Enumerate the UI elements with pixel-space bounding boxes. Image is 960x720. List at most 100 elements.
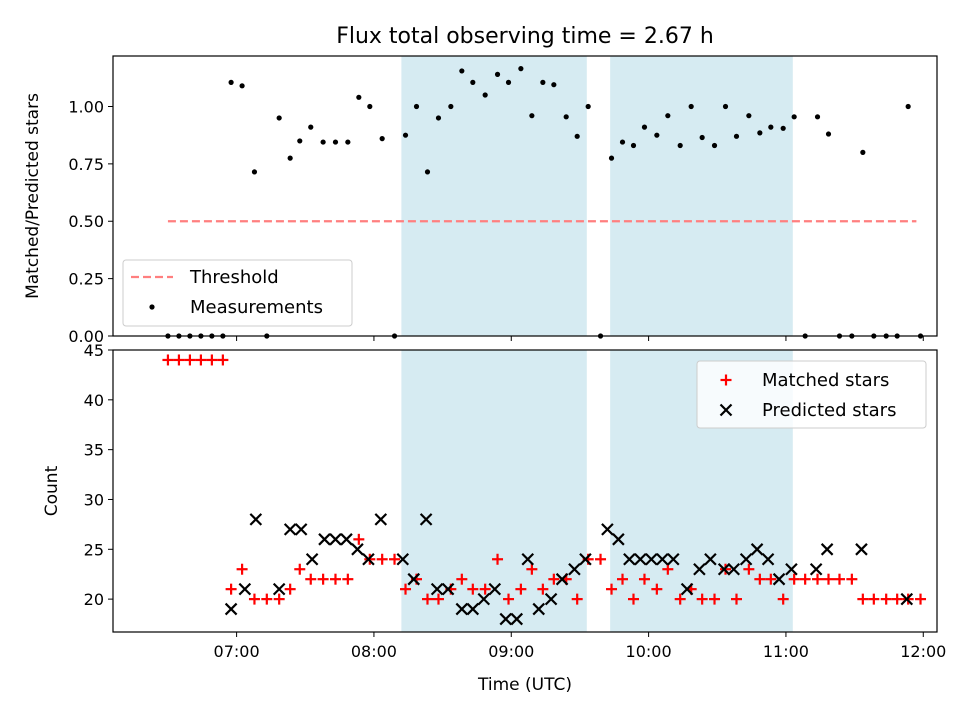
matched-star-marker — [206, 354, 218, 366]
cross-b — [612, 533, 625, 546]
cross-b — [283, 523, 297, 536]
predicted-star-marker — [900, 592, 914, 606]
predicted-star-marker — [362, 552, 375, 566]
matched-star-marker — [248, 593, 260, 605]
predicted-star-marker — [568, 562, 581, 576]
y-tick-label: 35 — [84, 441, 104, 460]
cross-b — [820, 543, 834, 556]
measurement-point — [574, 133, 580, 139]
cross-b — [329, 533, 342, 546]
predicted-star-marker — [419, 513, 433, 526]
measurement-point — [699, 134, 705, 141]
y-tick-label: 25 — [84, 540, 104, 559]
cross-b — [544, 592, 558, 606]
measurement-point — [551, 82, 557, 88]
matched-star-marker — [261, 593, 273, 605]
matched-star-marker — [571, 593, 583, 605]
matched-star-marker — [421, 593, 433, 605]
x-tick-label: 11:00 — [763, 642, 809, 661]
cross-b — [601, 523, 614, 536]
matched-star-marker — [389, 553, 401, 565]
matched-star-marker — [880, 593, 892, 605]
predicted-star-marker — [532, 602, 546, 616]
cross-b — [855, 543, 868, 556]
cross-b — [362, 552, 375, 566]
x-axis-label: Time (UTC) — [477, 675, 572, 695]
predicted-star-marker — [351, 543, 364, 556]
measurement-point — [791, 114, 797, 120]
matched-star-marker — [730, 593, 742, 605]
matched-star-marker — [833, 573, 845, 585]
matched-star-marker — [479, 583, 491, 595]
count-legend: Matched stars Predicted stars — [696, 360, 927, 429]
cross-b — [680, 582, 694, 596]
ratio-legend: Threshold Measurements — [122, 259, 353, 327]
x-tick-label: 09:00 — [488, 642, 534, 661]
predicted-star-marker — [510, 612, 524, 626]
cross-b — [407, 572, 421, 586]
predicted-star-marker — [623, 552, 636, 566]
y-tick-label: 30 — [84, 490, 104, 509]
y-tick-label: 0.00 — [68, 327, 104, 346]
legend-matched-swatch — [720, 374, 732, 386]
measurement-point — [320, 139, 326, 145]
measurement-point — [424, 169, 431, 175]
matched-star-marker — [651, 583, 663, 595]
cross-b — [430, 582, 444, 596]
cross-b — [717, 562, 731, 576]
measurement-point — [722, 103, 729, 110]
measurement-point — [287, 155, 293, 161]
matched-star-marker — [765, 573, 777, 585]
matched-star-marker — [353, 533, 365, 545]
predicted-star-marker — [318, 533, 331, 546]
y-tick-label: 45 — [84, 341, 104, 360]
matched-star-marker — [162, 354, 174, 366]
matched-star-marker — [743, 563, 755, 575]
predicted-star-marker — [294, 523, 308, 536]
measurement-point — [608, 155, 615, 161]
x-tick-label: 12:00 — [900, 642, 946, 661]
matched-star-marker — [857, 593, 869, 605]
cross-b — [224, 602, 238, 616]
legend-measurements-swatch — [149, 304, 155, 310]
cross-b — [772, 572, 786, 586]
y-tick-label: 0.25 — [68, 270, 104, 289]
predicted-star-marker — [739, 552, 753, 566]
cross-b — [656, 552, 669, 566]
predicted-star-marker — [656, 552, 669, 566]
matched-star-marker — [915, 593, 927, 605]
matched-star-marker — [432, 593, 444, 605]
predicted-star-marker — [340, 533, 353, 546]
predicted-star-marker — [544, 592, 558, 606]
cross-b — [785, 562, 798, 576]
predicted-star-marker — [477, 592, 491, 606]
matched-star-marker — [777, 593, 789, 605]
cross-b — [623, 552, 636, 566]
measurement-point — [239, 83, 245, 89]
legend-predicted-label: Predicted stars — [762, 400, 896, 421]
matched-star-marker — [376, 553, 388, 565]
y-tick-label: 0.75 — [68, 155, 104, 174]
cross-b — [396, 552, 410, 566]
cross-b — [667, 552, 680, 566]
cross-b — [900, 592, 914, 606]
matched-star-marker — [638, 573, 650, 585]
x-tick-label: 07:00 — [214, 642, 260, 661]
count-y-axis-label: Count — [42, 465, 62, 516]
matched-star-marker — [754, 573, 766, 585]
cross-b — [272, 582, 286, 596]
predicted-star-marker — [272, 582, 286, 596]
measurement-point — [757, 130, 763, 136]
cross-b — [488, 582, 502, 596]
ratio-y-axis-label: Matched/Predicted stars — [23, 93, 43, 299]
measurement-point — [356, 94, 362, 100]
matched-star-marker — [606, 583, 618, 595]
predicted-star-marker — [693, 562, 706, 576]
matched-star-marker — [696, 593, 708, 605]
cross-b — [704, 552, 717, 566]
matched-star-marker — [503, 593, 515, 605]
matched-star-marker — [595, 553, 607, 565]
x-tick-label: 10:00 — [626, 642, 672, 661]
matched-star-marker — [400, 583, 412, 595]
measurement-point — [448, 103, 454, 110]
